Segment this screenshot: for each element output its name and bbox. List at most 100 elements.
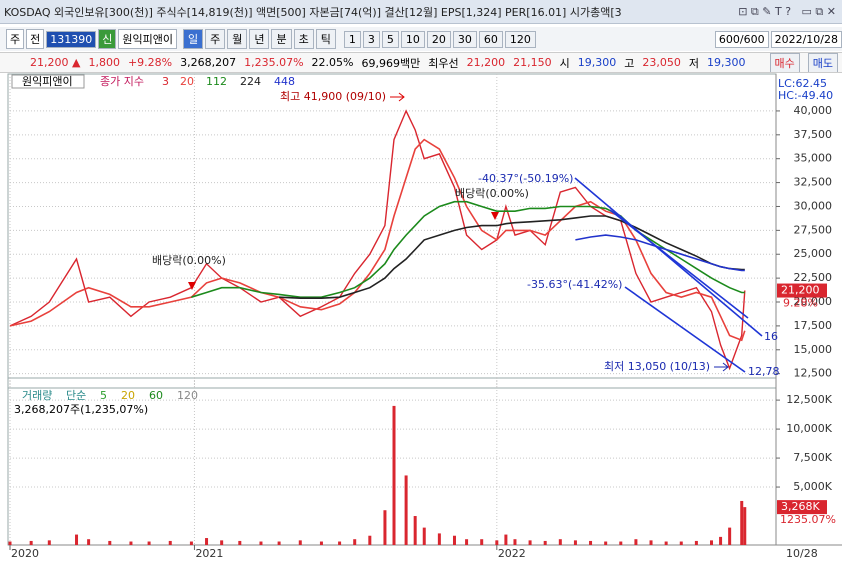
quote-item: 고 bbox=[624, 56, 635, 70]
legend-prefix: 종가 지수 bbox=[100, 75, 144, 88]
toolbar-item[interactable]: 131390 bbox=[46, 30, 97, 48]
volume-bar bbox=[338, 541, 342, 545]
volume-bar bbox=[392, 405, 396, 545]
toolbar-item[interactable]: 주 bbox=[6, 29, 25, 49]
volume-bar bbox=[383, 510, 387, 545]
buy-button[interactable]: 매수 bbox=[769, 53, 800, 72]
annotation-arrow bbox=[390, 92, 405, 102]
quote-item: 1,800 bbox=[88, 56, 120, 69]
toolbar-item[interactable]: 30 bbox=[452, 30, 477, 48]
legend-box bbox=[11, 74, 85, 89]
toolbar-item[interactable]: 60 bbox=[478, 30, 503, 48]
x-tick-label: 2021 bbox=[195, 547, 223, 560]
toolbar-item[interactable]: 신 bbox=[98, 29, 117, 49]
toolbar-item[interactable]: 1 bbox=[343, 30, 361, 48]
volume-bar bbox=[634, 539, 638, 545]
toolbar-item[interactable]: 20 bbox=[426, 30, 451, 48]
series-line bbox=[9, 109, 746, 371]
toolbar: 주 전 131390 신 원익피앤이 일 주 월 년 분 초 틱 1 3 5 10 20 30 60 120 600/6… bbox=[0, 27, 842, 51]
window-icons[interactable]: ⊡ ⧉ ✎ T ? ▭ ⧉ ✕ bbox=[738, 4, 836, 18]
toolbar-item[interactable]: 3 bbox=[362, 30, 380, 48]
toolbar-item[interactable]: 년 bbox=[249, 29, 270, 49]
annotation: -35.63°(-41.42%) bbox=[527, 278, 622, 291]
quote-item: 1,235.07% bbox=[244, 56, 304, 69]
quote-item: 저 bbox=[688, 56, 699, 70]
change-label: 9.28% bbox=[783, 297, 818, 310]
annotation: 12,78 bbox=[748, 365, 780, 378]
toolbar-item[interactable]: 10 bbox=[400, 30, 425, 48]
legend-entry: 120 bbox=[177, 389, 198, 402]
toolbar-item[interactable]: 2022/10/28 bbox=[770, 30, 842, 48]
y-tick-label: 12,500 bbox=[794, 367, 833, 380]
volume-bar bbox=[8, 541, 12, 545]
toolbar-item[interactable]: 원익피앤이 bbox=[118, 29, 177, 49]
toolbar-item[interactable]: 초 bbox=[293, 29, 314, 49]
y-tick-label: 15,000 bbox=[794, 343, 833, 356]
annotation: 최고 41,900 (09/10) bbox=[280, 90, 386, 103]
quote-item: 23,050 bbox=[642, 56, 681, 69]
volume-bar bbox=[238, 540, 242, 545]
quote-item: 22.05% bbox=[311, 56, 354, 69]
toolbar-item[interactable]: 분 bbox=[271, 29, 292, 49]
toolbar-item[interactable]: 5 bbox=[381, 30, 399, 48]
volume-bar bbox=[649, 540, 653, 545]
trend-line bbox=[609, 209, 749, 319]
quote-item: +9.28% bbox=[127, 56, 173, 69]
y-tick-label: 10,000K bbox=[786, 422, 832, 435]
toolbar-item[interactable]: 월 bbox=[227, 29, 248, 49]
volume-bar bbox=[664, 541, 668, 545]
quote-bar: 21,200 ▲ 1,800 +9.28% 3,268,207 1,235.07% 22.… bbox=[0, 52, 842, 73]
volume-bar bbox=[189, 541, 193, 545]
series-line bbox=[279, 215, 745, 299]
volume-bar bbox=[87, 539, 91, 545]
volume-pct-label: 1235.07% bbox=[780, 513, 836, 526]
legend-entry: 224 bbox=[240, 75, 261, 88]
volume-bar bbox=[368, 535, 372, 545]
y-tick-label: 5,000K bbox=[793, 480, 832, 493]
volume-bar bbox=[619, 541, 623, 545]
quote-item: 시 bbox=[559, 56, 570, 70]
y-tick-label: 20,000 bbox=[794, 295, 833, 308]
last-volume-label: 3,268K bbox=[781, 500, 820, 513]
volume-bar bbox=[740, 500, 744, 545]
toolbar-item[interactable]: 틱 bbox=[315, 29, 336, 49]
series-line bbox=[191, 200, 745, 298]
volume-bar bbox=[413, 516, 417, 545]
quote-item: 21,200 ▲ bbox=[30, 56, 81, 69]
legend-name: 거래량 bbox=[22, 389, 52, 402]
volume-bar bbox=[437, 533, 441, 545]
volume-bar bbox=[480, 539, 484, 545]
y-tick-label: 27,500 bbox=[794, 223, 833, 236]
toolbar-item[interactable]: 일 bbox=[182, 29, 204, 49]
annotation: 최저 13,050 (10/13) bbox=[604, 360, 710, 373]
y-tick-label: 32,500 bbox=[794, 176, 833, 189]
toolbar-item[interactable]: 120 bbox=[504, 30, 536, 48]
toolbar-item[interactable]: 전 bbox=[26, 29, 45, 49]
legend-entry: 5 bbox=[100, 389, 107, 402]
quote-item: 19,300 bbox=[706, 56, 746, 69]
sell-button[interactable]: 매도 bbox=[807, 53, 838, 72]
volume-bar bbox=[129, 541, 133, 545]
series-line bbox=[575, 234, 745, 272]
title-bar: KOSDAQ 외국인보유[300(천)] 주식수[14,819(천)] 액면[5… bbox=[0, 0, 842, 24]
toolbar-item[interactable]: 600/600 bbox=[714, 30, 769, 48]
last-price-box bbox=[777, 283, 827, 298]
quote-item: 3,268,207 bbox=[180, 56, 237, 69]
annotation: 배당락(0.00%) bbox=[455, 187, 529, 200]
volume-bar bbox=[404, 475, 408, 545]
volume-bar bbox=[573, 540, 577, 545]
toolbar-item[interactable]: 주 bbox=[205, 29, 226, 49]
legend-entry: 60 bbox=[149, 389, 163, 402]
x-tick-label: 2022 bbox=[498, 547, 526, 560]
volume-bar bbox=[353, 539, 357, 545]
y-tick-label: 35,000 bbox=[794, 152, 833, 165]
y-tick-label: 25,000 bbox=[794, 247, 833, 260]
quote-item: 최우선 bbox=[428, 56, 459, 70]
legend-entry: 3 bbox=[162, 75, 169, 88]
annotation-arrow bbox=[491, 212, 499, 220]
legend-entry: 112 bbox=[206, 75, 227, 88]
volume-bar bbox=[495, 540, 499, 545]
x-end-label: 10/28 bbox=[786, 547, 818, 560]
